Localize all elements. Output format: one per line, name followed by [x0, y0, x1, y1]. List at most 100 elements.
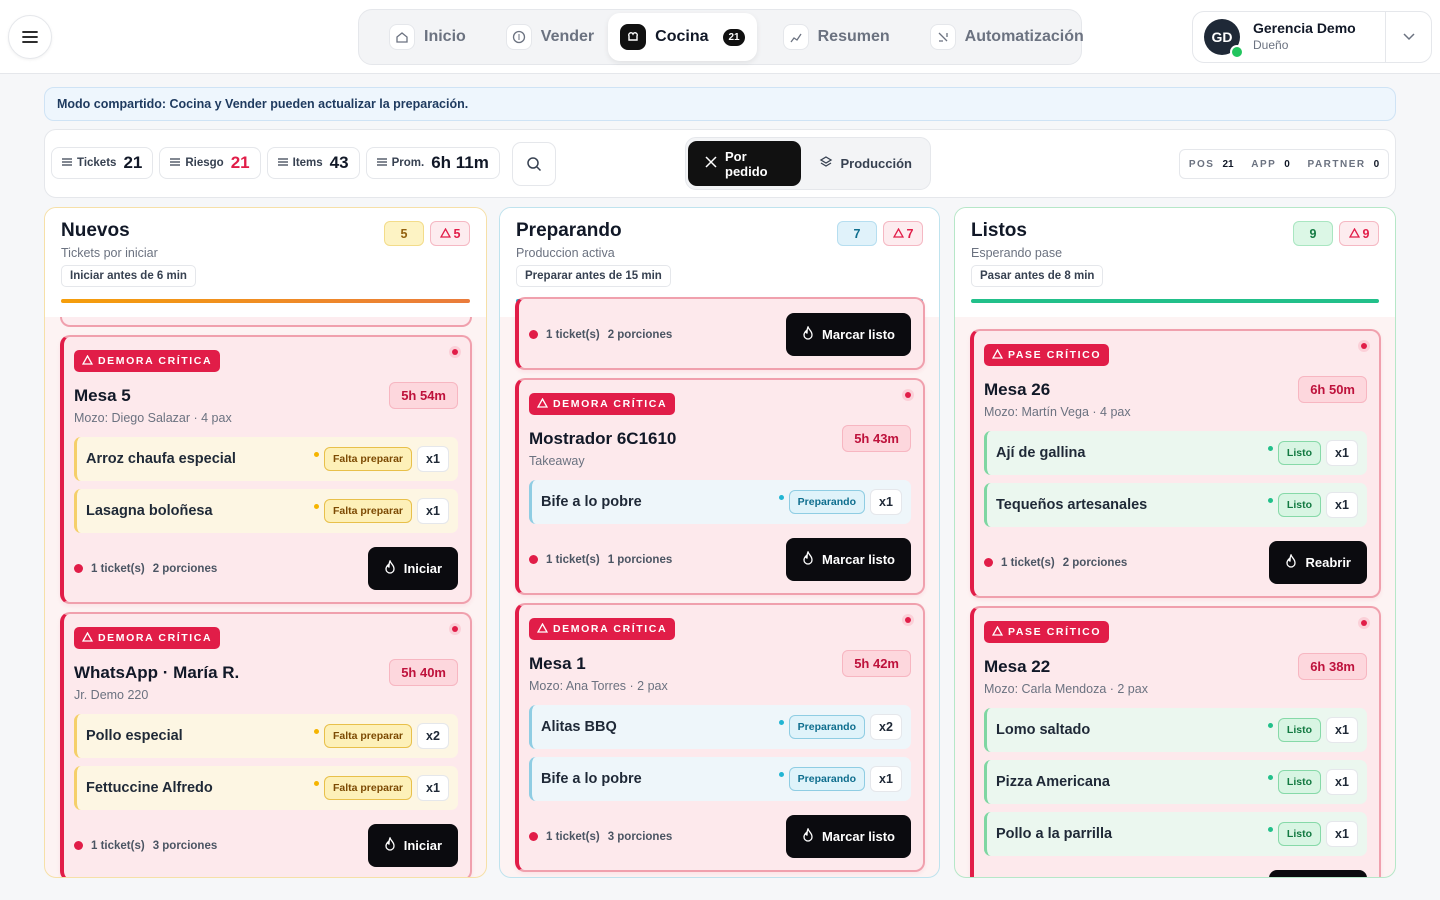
search-button[interactable] [512, 142, 556, 186]
ticket-card: DEMORA CRÍTICA Mesa 5 5h 54m Mozo: Diego Sa… [60, 335, 472, 604]
stat-icon-svg [62, 157, 72, 166]
column-title: Nuevos [61, 220, 130, 241]
ticket-item: Ají de gallina Listo x1 [984, 431, 1367, 475]
user-menu[interactable]: GD Gerencia Demo Dueño [1192, 11, 1432, 63]
action-button[interactable]: Iniciar [367, 547, 458, 590]
ticket-name: Mesa 22 [984, 656, 1051, 676]
user-info: Gerencia Demo Dueño [1253, 20, 1385, 54]
nav-label: Automatización [964, 28, 1084, 45]
action-button[interactable]: Iniciar [367, 824, 458, 867]
footer-dot [529, 555, 538, 564]
ticket-item: Pollo especial Falta preparar x2 [74, 714, 458, 758]
ticket-items: Lomo saltado Listo x1 Pizza Americana Listo x… [984, 708, 1367, 856]
status-dot [1267, 445, 1273, 451]
status-dot [778, 771, 784, 777]
nav-label: Resumen [817, 28, 890, 45]
fire-icon-svg [803, 827, 813, 842]
nav-icon-svg [628, 32, 639, 41]
ticket-item: Bife a lo pobre Preparando x1 [529, 757, 911, 801]
nav-item[interactable]: Resumen [757, 13, 904, 61]
nav-item[interactable]: Inicio [363, 13, 480, 61]
channel: APP 0 [1251, 159, 1290, 170]
view-option[interactable]: Por pedido [688, 141, 802, 186]
channel-label: POS [1188, 158, 1215, 170]
nav-item[interactable]: Automatización [904, 13, 1098, 61]
column: Listos Esperando pase Pasar antes de 8 min… [954, 207, 1396, 878]
warn-icon [991, 625, 1004, 639]
action-button[interactable]: Reabrir [1269, 870, 1367, 877]
nav-icon [389, 24, 415, 50]
item-status: Preparando [788, 767, 865, 791]
search-icon [527, 157, 542, 172]
top-bar: Inicio Vender Cocina 21 Resumen Automatizació… [0, 0, 1440, 74]
column-count: 5 [384, 221, 424, 246]
fire-icon [384, 559, 396, 577]
portions: 2 porciones [152, 562, 218, 575]
stat-label: Tickets [77, 157, 117, 169]
channel-label: APP [1251, 158, 1277, 170]
item-status: Preparando [788, 715, 865, 739]
portions: 3 porciones [152, 839, 218, 852]
risk-value: 7 [906, 226, 914, 241]
column-risk: 7 [883, 221, 923, 246]
item-qty: x1 [1326, 492, 1358, 518]
stat-label: Prom. [391, 157, 425, 169]
view-option[interactable]: Producción [803, 141, 928, 186]
action-button[interactable]: Marcar listo [786, 815, 911, 858]
column-subtitle: Produccion activa [516, 246, 615, 260]
ticket-name: Mesa 1 [529, 653, 586, 673]
fire-icon [802, 550, 814, 568]
action-label: Iniciar [403, 561, 442, 576]
menu-button[interactable] [8, 15, 52, 59]
action-button[interactable]: Reabrir [1269, 541, 1367, 584]
alert-dot [902, 389, 914, 401]
stat-value: 21 [123, 153, 143, 172]
action-button[interactable]: Marcar listo [786, 313, 911, 356]
nav-label: Inicio [424, 28, 466, 45]
ticket-meta: Mozo: Carla Mendoza · 2 pax [984, 682, 1148, 696]
stat-chip: Items 43 [266, 147, 360, 179]
item-status: Falta preparar [323, 776, 412, 800]
fire-icon [802, 325, 814, 343]
user-dropdown[interactable] [1385, 11, 1431, 63]
action-button[interactable]: Marcar listo [786, 538, 911, 581]
item-name: Tequeños artesanales [996, 497, 1148, 513]
alert-dot [902, 614, 914, 626]
warn-icon [81, 354, 94, 368]
fire-icon-svg [385, 836, 395, 851]
channel-label: PARTNER [1307, 158, 1366, 170]
status-dot [313, 451, 319, 457]
ticket-name: Mesa 5 [74, 385, 131, 405]
ticket-meta: Mozo: Ana Torres · 2 pax [529, 679, 668, 693]
stat-chip: Tickets 21 [51, 147, 154, 179]
portions: 2 porciones [1062, 556, 1128, 569]
badge-text: DEMORA CRÍTICA [553, 623, 668, 635]
item-status: Falta preparar [323, 447, 412, 471]
ticket-card: DEMORA CRÍTICA Mostrador 6C1610 5h 43m Take… [515, 378, 925, 595]
item-status: Listo [1277, 493, 1321, 517]
nav-item[interactable]: Cocina 21 [608, 13, 757, 61]
nav-item[interactable]: Vender [480, 13, 608, 61]
avatar-initials: GD [1211, 29, 1233, 45]
badge-text: DEMORA CRÍTICA [98, 355, 213, 367]
fire-icon-svg [385, 559, 395, 574]
column-deadline: Preparar antes de 15 min [516, 265, 671, 287]
item-qty: x1 [417, 498, 449, 524]
column-header: Nuevos Tickets por iniciar Iniciar antes d… [45, 208, 486, 317]
badge-text: PASE CRÍTICO [1008, 349, 1102, 361]
nav-icon [620, 24, 647, 50]
channel-value: 21 [1222, 158, 1234, 170]
item-qty: x1 [1326, 821, 1358, 847]
warn-icon [991, 348, 1004, 362]
item-status: Listo [1277, 822, 1321, 846]
ticket-item: Fettuccine Alfredo Falta preparar x1 [74, 766, 458, 810]
item-qty: x1 [417, 446, 449, 472]
ticket-item: Arroz chaufa especial Falta preparar x1 [74, 437, 458, 481]
shared-mode-banner: Modo compartido: Cocina y Vender pueden … [44, 87, 1396, 121]
ticket-count: 1 ticket(s) [91, 839, 145, 852]
ticket-items: Arroz chaufa especial Falta preparar x1 Las… [74, 437, 458, 533]
ticket-time: 5h 43m [842, 425, 911, 452]
nav-badge: 21 [723, 28, 745, 46]
item-name: Fettuccine Alfredo [86, 780, 213, 796]
